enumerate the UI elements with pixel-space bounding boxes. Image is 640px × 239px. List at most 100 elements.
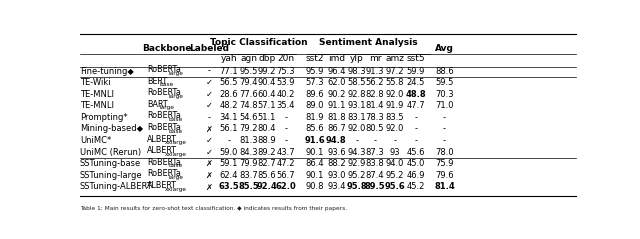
Text: Mining-based◆: Mining-based◆ — [80, 125, 143, 133]
Text: 91.6: 91.6 — [304, 136, 325, 145]
Text: ✗: ✗ — [205, 182, 212, 191]
Text: 81.8: 81.8 — [327, 113, 346, 122]
Text: -: - — [414, 136, 417, 145]
Text: ✓: ✓ — [205, 136, 212, 145]
Text: -: - — [443, 125, 446, 133]
Text: 54.6: 54.6 — [239, 113, 258, 122]
Text: 94.3: 94.3 — [348, 148, 366, 157]
Text: 95.8: 95.8 — [346, 182, 367, 191]
Text: SSTuning-ALBERT: SSTuning-ALBERT — [80, 182, 153, 191]
Text: 80.5: 80.5 — [366, 125, 385, 133]
Text: 95.2: 95.2 — [348, 171, 366, 180]
Text: ALBERT: ALBERT — [147, 146, 177, 155]
Text: 74.8: 74.8 — [239, 101, 258, 110]
Text: 57.3: 57.3 — [305, 78, 324, 87]
Text: 59.1: 59.1 — [220, 159, 238, 168]
Text: -: - — [443, 136, 446, 145]
Text: xxlarge: xxlarge — [165, 187, 188, 192]
Text: -: - — [355, 136, 358, 145]
Text: yah: yah — [221, 54, 237, 63]
Text: 88.9: 88.9 — [258, 136, 276, 145]
Text: Labeled: Labeled — [189, 44, 229, 54]
Text: 92.0: 92.0 — [386, 125, 404, 133]
Text: base: base — [168, 117, 182, 122]
Text: 93.6: 93.6 — [327, 148, 346, 157]
Text: RoBERTa: RoBERTa — [147, 111, 181, 120]
Text: 89.6: 89.6 — [305, 90, 324, 99]
Text: large: large — [168, 71, 183, 76]
Text: ✓: ✓ — [205, 78, 212, 87]
Text: 92.0: 92.0 — [348, 125, 366, 133]
Text: 89.2: 89.2 — [258, 148, 276, 157]
Text: Backbone: Backbone — [142, 44, 191, 54]
Text: 87.3: 87.3 — [365, 148, 385, 157]
Text: 75.3: 75.3 — [276, 66, 295, 76]
Text: 85.6: 85.6 — [305, 125, 324, 133]
Text: -: - — [394, 136, 396, 145]
Text: base: base — [168, 129, 182, 134]
Text: 86.4: 86.4 — [305, 159, 324, 168]
Text: agn: agn — [240, 54, 257, 63]
Text: 51.1: 51.1 — [258, 113, 276, 122]
Text: -: - — [207, 66, 211, 76]
Text: 81.9: 81.9 — [305, 113, 324, 122]
Text: 84.3: 84.3 — [239, 148, 258, 157]
Text: 59.0: 59.0 — [220, 148, 238, 157]
Text: sst2: sst2 — [305, 54, 324, 63]
Text: 58.5: 58.5 — [348, 78, 366, 87]
Text: 55.8: 55.8 — [386, 78, 404, 87]
Text: 56.7: 56.7 — [276, 171, 295, 180]
Text: ALBERT: ALBERT — [147, 181, 177, 190]
Text: 90.1: 90.1 — [305, 171, 324, 180]
Text: 75.9: 75.9 — [435, 159, 454, 168]
Text: 83.5: 83.5 — [386, 113, 404, 122]
Text: -: - — [284, 113, 287, 122]
Text: 95.2: 95.2 — [386, 171, 404, 180]
Text: 94.8: 94.8 — [326, 136, 347, 145]
Text: 90.8: 90.8 — [305, 182, 324, 191]
Text: Sentiment Analysis: Sentiment Analysis — [319, 38, 418, 47]
Text: -: - — [414, 113, 417, 122]
Text: 94.0: 94.0 — [386, 159, 404, 168]
Text: UniMC*: UniMC* — [80, 136, 111, 145]
Text: 95.9: 95.9 — [305, 66, 324, 76]
Text: ✓: ✓ — [205, 90, 212, 99]
Text: 43.7: 43.7 — [276, 148, 295, 157]
Text: RoBERTa: RoBERTa — [147, 88, 181, 97]
Text: 81.4: 81.4 — [366, 101, 385, 110]
Text: -: - — [414, 125, 417, 133]
Text: 90.4: 90.4 — [258, 78, 276, 87]
Text: 83.1: 83.1 — [348, 113, 366, 122]
Text: ✗: ✗ — [205, 125, 212, 133]
Text: 91.9: 91.9 — [386, 101, 404, 110]
Text: ✗: ✗ — [205, 159, 212, 168]
Text: large: large — [159, 105, 175, 110]
Text: large: large — [168, 175, 183, 180]
Text: 90.1: 90.1 — [305, 148, 324, 157]
Text: 97.2: 97.2 — [386, 66, 404, 76]
Text: 79.9: 79.9 — [239, 159, 258, 168]
Text: 95.5: 95.5 — [239, 66, 258, 76]
Text: -: - — [207, 113, 211, 122]
Text: ✗: ✗ — [205, 171, 212, 180]
Text: TE-MNLI: TE-MNLI — [80, 90, 114, 99]
Text: amz: amz — [385, 54, 404, 63]
Text: RoBERTa: RoBERTa — [147, 123, 181, 132]
Text: 82.7: 82.7 — [258, 159, 276, 168]
Text: 89.5: 89.5 — [365, 182, 385, 191]
Text: Fine-tuning◆: Fine-tuning◆ — [80, 66, 134, 76]
Text: dbp: dbp — [259, 54, 276, 63]
Text: base: base — [168, 163, 182, 168]
Text: sst5: sst5 — [406, 54, 425, 63]
Text: 70.3: 70.3 — [435, 90, 454, 99]
Text: ylp: ylp — [350, 54, 364, 63]
Text: 59.5: 59.5 — [435, 78, 454, 87]
Text: 88.6: 88.6 — [435, 66, 454, 76]
Text: Topic Classification: Topic Classification — [210, 38, 307, 47]
Text: 90.2: 90.2 — [327, 90, 346, 99]
Text: 92.9: 92.9 — [348, 159, 366, 168]
Text: 62.0: 62.0 — [275, 182, 296, 191]
Text: 93: 93 — [390, 148, 400, 157]
Text: 34.1: 34.1 — [220, 113, 238, 122]
Text: 83.7: 83.7 — [239, 171, 258, 180]
